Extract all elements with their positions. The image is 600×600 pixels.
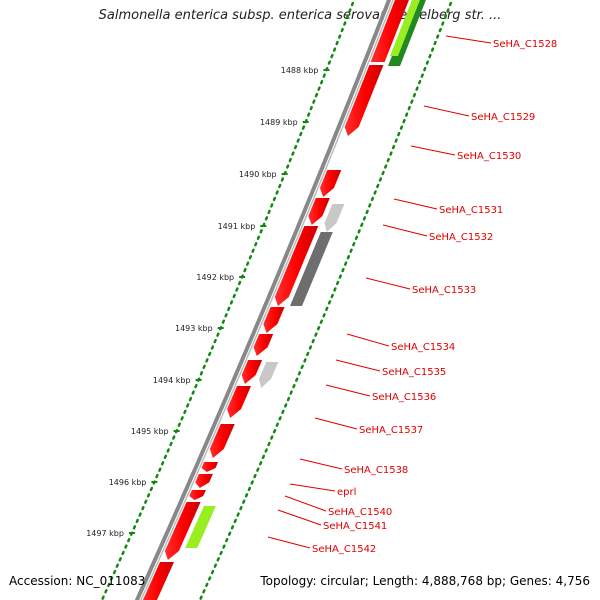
gene-label: SeHA_C1538 [344, 465, 408, 476]
gene-label: SeHA_C1528 [493, 39, 557, 50]
gene-arrow [142, 562, 174, 600]
label-leader-line [277, 509, 322, 526]
ruler-dotted-line [100, 0, 356, 600]
green-feature [185, 506, 216, 548]
label-leader-line [267, 536, 311, 549]
label-leader-line [445, 35, 492, 44]
kbp-label: 1494 kbp [153, 376, 191, 385]
gene-arrow [274, 226, 319, 306]
gene-label: eprl [337, 487, 356, 498]
label-leader-line [346, 333, 390, 347]
gene-arrow [189, 490, 206, 500]
accession-text: Accession: NC_011083 [9, 574, 146, 588]
backbone-highlight [140, 0, 394, 600]
gene-label: SeHA_C1537 [359, 425, 423, 436]
topology-text: Topology: circular; Length: 4,888,768 bp… [260, 574, 590, 588]
gene-label: SeHA_C1530 [457, 151, 521, 162]
pseudogene-dark [290, 232, 333, 306]
pseudogene-light [324, 204, 345, 232]
kbp-label: 1492 kbp [196, 273, 234, 282]
gene-arrow [164, 502, 201, 560]
gene-labels: SeHA_C1528 SeHA_C1529 SeHA_C1530 SeHA_C1531… [267, 35, 557, 555]
gene-arrow [319, 170, 342, 197]
kbp-label: 1497 kbp [86, 529, 124, 538]
gene-label: SeHA_C1535 [382, 367, 446, 378]
gene-label: SeHA_C1540 [328, 507, 392, 518]
kbp-label: 1495 kbp [131, 427, 169, 436]
label-leader-line [382, 224, 428, 237]
label-leader-line [284, 495, 327, 512]
gene-arrow [201, 462, 219, 472]
kbp-label: 1491 kbp [218, 222, 256, 231]
label-leader-line [410, 145, 456, 156]
label-leader-line [299, 458, 343, 470]
gene-label: SeHA_C1541 [323, 521, 387, 532]
label-leader-line [393, 198, 438, 210]
gene-arrow [195, 474, 213, 488]
gene-label: SeHA_C1534 [391, 342, 455, 353]
pseudogene-light [259, 362, 279, 388]
gene-arrow [209, 424, 235, 458]
gene-arrow [308, 198, 330, 225]
gene-label: SeHA_C1532 [429, 232, 493, 243]
gene-arrow [227, 386, 251, 418]
kbp-ruler: 1488 kbp 1489 kbp 1490 kbp 1491 kbp 1492 kbp… [86, 0, 356, 600]
gene-label: SeHA_C1542 [312, 544, 376, 555]
label-leader-line [325, 384, 371, 397]
label-leader-line [365, 277, 411, 290]
gene-arrow [253, 334, 274, 356]
gene-label: SeHA_C1531 [439, 205, 503, 216]
label-leader-line [423, 105, 470, 117]
gene-label: SeHA_C1536 [372, 392, 436, 403]
inner-dotted-line [198, 0, 454, 600]
kbp-label: 1488 kbp [281, 66, 319, 75]
kbp-label: 1496 kbp [109, 478, 147, 487]
genome-backbone [134, 0, 454, 600]
label-leader-line [289, 483, 336, 492]
backbone-line [134, 0, 392, 600]
label-leader-line [314, 417, 358, 430]
gene-label: SeHA_C1533 [412, 285, 476, 296]
gene-label: SeHA_C1529 [471, 112, 535, 123]
label-leader-line [335, 359, 381, 372]
gene-arrow [370, 0, 409, 62]
kbp-label: 1490 kbp [239, 170, 277, 179]
gene-arrow [344, 65, 384, 136]
gene-features [142, 0, 426, 600]
kbp-label: 1489 kbp [260, 118, 298, 127]
gene-arrow [241, 360, 263, 384]
kbp-label: 1493 kbp [175, 324, 213, 333]
green-feature-light [390, 0, 420, 56]
gene-arrow [263, 307, 285, 333]
